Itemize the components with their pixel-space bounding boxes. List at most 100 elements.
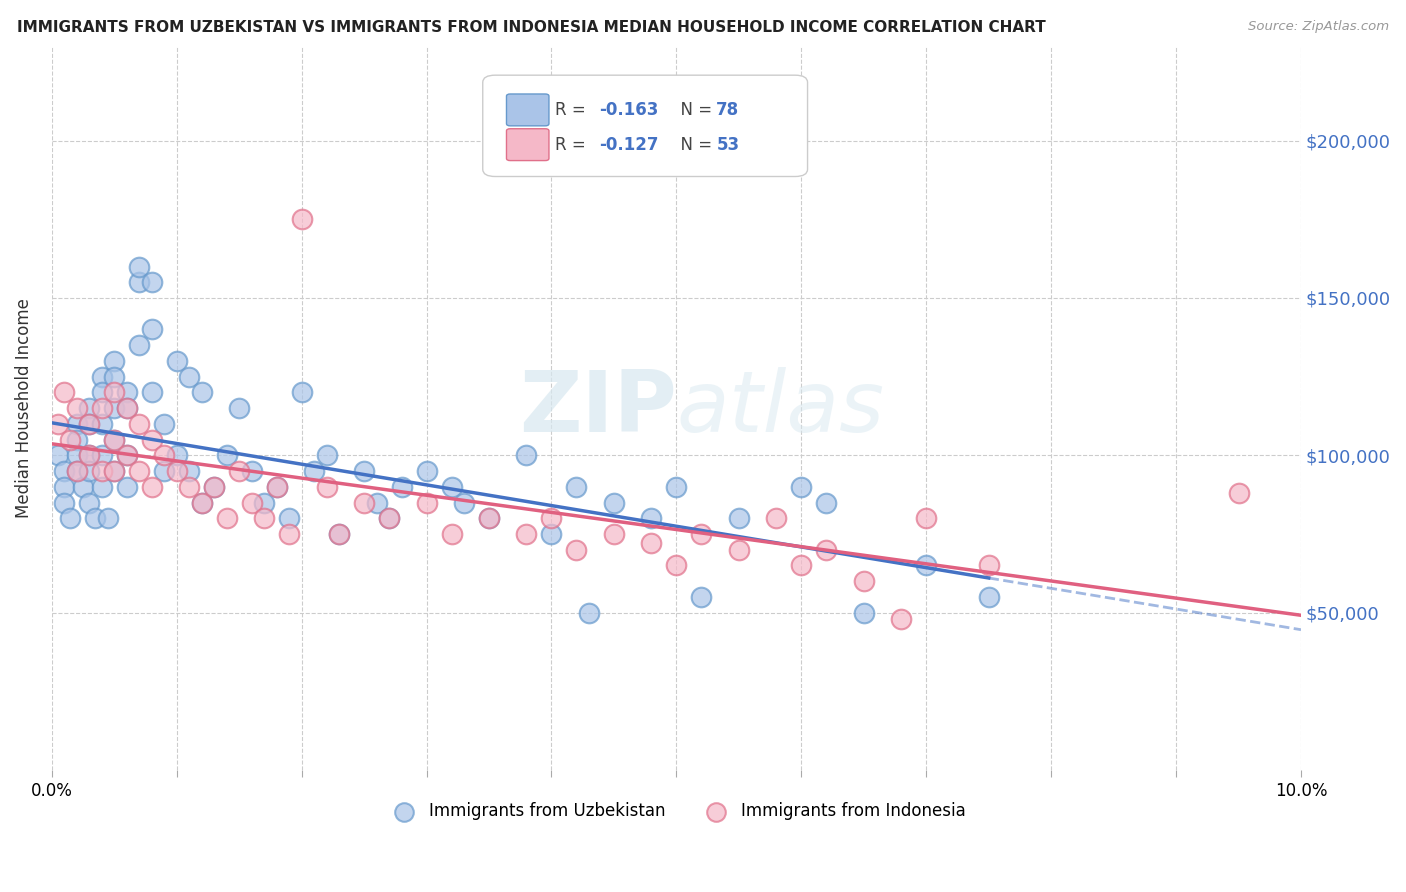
Point — [578, 606, 600, 620]
Point — [315, 480, 337, 494]
Point — [128, 260, 150, 274]
Point — [640, 536, 662, 550]
Point — [59, 511, 82, 525]
Point — [540, 511, 562, 525]
Point — [90, 401, 112, 416]
Point — [690, 590, 713, 604]
Point — [115, 385, 138, 400]
Point — [440, 527, 463, 541]
Point — [128, 417, 150, 431]
Point — [166, 448, 188, 462]
Point — [115, 401, 138, 416]
Point — [215, 511, 238, 525]
Point — [328, 527, 350, 541]
Point — [565, 542, 588, 557]
Point — [103, 433, 125, 447]
Point — [53, 495, 76, 509]
Point — [53, 464, 76, 478]
Point — [179, 480, 201, 494]
Point — [90, 369, 112, 384]
Text: 78: 78 — [717, 101, 740, 119]
Point — [515, 448, 537, 462]
Point — [603, 495, 626, 509]
Point — [1227, 486, 1250, 500]
Point — [66, 464, 89, 478]
Point — [727, 542, 749, 557]
Point — [977, 590, 1000, 604]
Point — [790, 558, 813, 573]
Point — [153, 417, 176, 431]
Point — [565, 480, 588, 494]
Text: -0.163: -0.163 — [599, 101, 658, 119]
FancyBboxPatch shape — [506, 94, 548, 126]
Point — [103, 369, 125, 384]
Point — [366, 495, 388, 509]
Point — [77, 417, 100, 431]
Point — [53, 480, 76, 494]
Point — [141, 322, 163, 336]
Point — [852, 574, 875, 589]
Text: 53: 53 — [717, 136, 740, 153]
Point — [66, 417, 89, 431]
Point — [266, 480, 288, 494]
Point — [253, 495, 276, 509]
Point — [103, 385, 125, 400]
Point — [115, 401, 138, 416]
Text: -0.127: -0.127 — [599, 136, 658, 153]
Point — [77, 417, 100, 431]
Point — [540, 527, 562, 541]
Point — [977, 558, 1000, 573]
Point — [852, 606, 875, 620]
Point — [90, 480, 112, 494]
Point — [278, 511, 301, 525]
Point — [453, 495, 475, 509]
Y-axis label: Median Household Income: Median Household Income — [15, 298, 32, 518]
Point — [115, 448, 138, 462]
Point — [790, 480, 813, 494]
Point — [103, 464, 125, 478]
Point — [153, 464, 176, 478]
Point — [103, 464, 125, 478]
Point — [202, 480, 225, 494]
Point — [915, 558, 938, 573]
Point — [515, 527, 537, 541]
Point — [478, 511, 501, 525]
Point — [66, 464, 89, 478]
Point — [128, 464, 150, 478]
Point — [240, 495, 263, 509]
Point — [815, 495, 838, 509]
Text: atlas: atlas — [676, 367, 884, 450]
Point — [315, 448, 337, 462]
Point — [97, 511, 120, 525]
FancyBboxPatch shape — [506, 128, 548, 161]
Point — [153, 448, 176, 462]
Text: R =: R = — [555, 101, 591, 119]
Point — [240, 464, 263, 478]
Point — [266, 480, 288, 494]
Point — [66, 433, 89, 447]
Point — [90, 464, 112, 478]
Point — [328, 527, 350, 541]
Point — [391, 480, 413, 494]
Point — [115, 448, 138, 462]
Point — [665, 558, 688, 573]
Point — [77, 464, 100, 478]
Point — [353, 495, 375, 509]
Point — [66, 401, 89, 416]
Point — [166, 354, 188, 368]
Point — [53, 385, 76, 400]
FancyBboxPatch shape — [482, 75, 807, 177]
Text: IMMIGRANTS FROM UZBEKISTAN VS IMMIGRANTS FROM INDONESIA MEDIAN HOUSEHOLD INCOME : IMMIGRANTS FROM UZBEKISTAN VS IMMIGRANTS… — [17, 20, 1046, 35]
Point — [665, 480, 688, 494]
Point — [291, 385, 314, 400]
Point — [141, 433, 163, 447]
Point — [440, 480, 463, 494]
Point — [278, 527, 301, 541]
Point — [141, 385, 163, 400]
Point — [378, 511, 401, 525]
Point — [84, 511, 107, 525]
Text: N =: N = — [671, 136, 717, 153]
Point — [103, 433, 125, 447]
Point — [46, 448, 69, 462]
Point — [228, 464, 250, 478]
